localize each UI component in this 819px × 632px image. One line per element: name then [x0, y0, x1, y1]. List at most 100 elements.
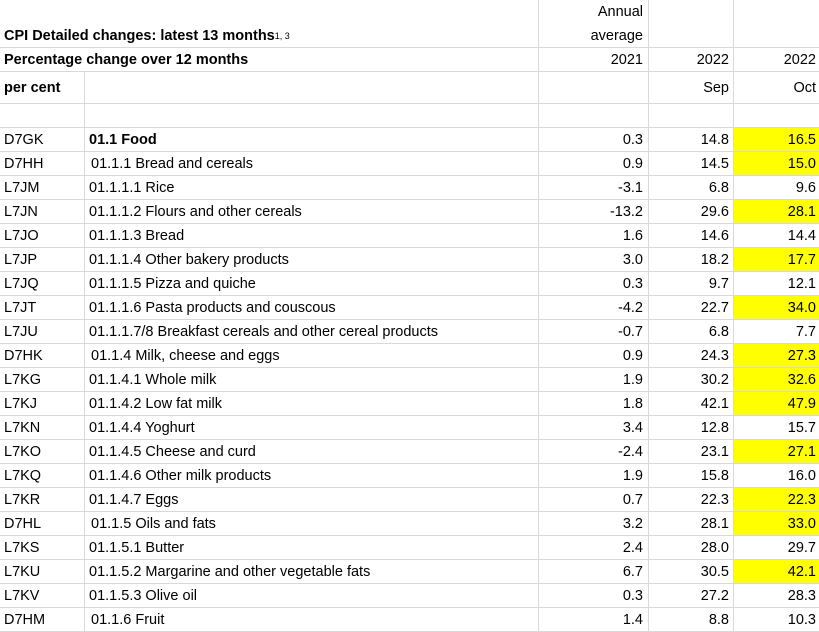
annual-value-cell[interactable]: -13.2	[539, 200, 649, 223]
oct-value-cell[interactable]: 27.3	[734, 344, 819, 367]
oct-value-cell[interactable]: 32.6	[734, 368, 819, 391]
cell-blank[interactable]	[539, 72, 649, 103]
cell-blank[interactable]	[734, 24, 819, 47]
description-cell[interactable]: 01.1.6 Fruit	[85, 608, 539, 631]
series-code-cell[interactable]: L7JT	[0, 296, 85, 319]
sep-value-cell[interactable]: 6.8	[649, 176, 734, 199]
sep-value-cell[interactable]: 30.5	[649, 560, 734, 583]
annual-value-cell[interactable]: 0.3	[539, 584, 649, 607]
series-code-cell[interactable]: L7KS	[0, 536, 85, 559]
oct-value-cell[interactable]: 17.7	[734, 248, 819, 271]
oct-value-cell[interactable]: 22.3	[734, 488, 819, 511]
annual-label-cell-2[interactable]: average	[539, 24, 649, 47]
annual-value-cell[interactable]: 3.2	[539, 512, 649, 535]
description-cell[interactable]: 01.1.1 Bread and cereals	[85, 152, 539, 175]
oct-value-cell[interactable]: 34.0	[734, 296, 819, 319]
month-cell-sep[interactable]: Sep	[649, 72, 734, 103]
sep-value-cell[interactable]: 24.3	[649, 344, 734, 367]
description-cell[interactable]: 01.1.4 Milk, cheese and eggs	[85, 344, 539, 367]
sep-value-cell[interactable]: 27.2	[649, 584, 734, 607]
description-cell[interactable]: 01.1.4.4 Yoghurt	[85, 416, 539, 439]
annual-value-cell[interactable]: 1.9	[539, 368, 649, 391]
annual-value-cell[interactable]: -3.1	[539, 176, 649, 199]
month-cell-oct[interactable]: Oct	[734, 72, 819, 103]
series-code-cell[interactable]: D7HL	[0, 512, 85, 535]
annual-value-cell[interactable]: 0.3	[539, 272, 649, 295]
sep-value-cell[interactable]: 22.3	[649, 488, 734, 511]
annual-value-cell[interactable]: 1.8	[539, 392, 649, 415]
cell-blank[interactable]	[85, 72, 539, 103]
description-cell[interactable]: 01.1.4.1 Whole milk	[85, 368, 539, 391]
sep-value-cell[interactable]: 18.2	[649, 248, 734, 271]
series-code-cell[interactable]: L7KQ	[0, 464, 85, 487]
cell-blank[interactable]	[0, 0, 85, 24]
sep-value-cell[interactable]: 29.6	[649, 200, 734, 223]
series-code-cell[interactable]: D7GK	[0, 128, 85, 151]
sep-value-cell[interactable]: 22.7	[649, 296, 734, 319]
oct-value-cell[interactable]: 9.6	[734, 176, 819, 199]
sep-value-cell[interactable]: 14.6	[649, 224, 734, 247]
description-cell[interactable]: 01.1.5.1 Butter	[85, 536, 539, 559]
annual-value-cell[interactable]: -2.4	[539, 440, 649, 463]
annual-value-cell[interactable]: -4.2	[539, 296, 649, 319]
year-cell-annual[interactable]: 2021	[539, 48, 649, 71]
annual-value-cell[interactable]: 1.9	[539, 464, 649, 487]
sep-value-cell[interactable]: 23.1	[649, 440, 734, 463]
annual-value-cell[interactable]: 2.4	[539, 536, 649, 559]
description-cell[interactable]: 01.1.5 Oils and fats	[85, 512, 539, 535]
series-code-cell[interactable]: L7JP	[0, 248, 85, 271]
annual-value-cell[interactable]: 1.6	[539, 224, 649, 247]
oct-value-cell[interactable]: 33.0	[734, 512, 819, 535]
annual-value-cell[interactable]: 6.7	[539, 560, 649, 583]
series-code-cell[interactable]: L7JO	[0, 224, 85, 247]
oct-value-cell[interactable]: 28.1	[734, 200, 819, 223]
description-cell[interactable]: 01.1.1.5 Pizza and quiche	[85, 272, 539, 295]
sep-value-cell[interactable]: 28.1	[649, 512, 734, 535]
series-code-cell[interactable]: L7JN	[0, 200, 85, 223]
sep-value-cell[interactable]: 12.8	[649, 416, 734, 439]
sep-value-cell[interactable]: 42.1	[649, 392, 734, 415]
oct-value-cell[interactable]: 27.1	[734, 440, 819, 463]
annual-label-cell[interactable]: Annual	[539, 0, 649, 24]
description-cell[interactable]: 01.1.4.5 Cheese and curd	[85, 440, 539, 463]
description-cell[interactable]: 01.1.1.4 Other bakery products	[85, 248, 539, 271]
oct-value-cell[interactable]: 16.0	[734, 464, 819, 487]
oct-value-cell[interactable]: 29.7	[734, 536, 819, 559]
annual-value-cell[interactable]: -0.7	[539, 320, 649, 343]
cell-blank[interactable]	[0, 104, 85, 127]
sep-value-cell[interactable]: 28.0	[649, 536, 734, 559]
series-code-cell[interactable]: D7HM	[0, 608, 85, 631]
description-cell[interactable]: 01.1.4.7 Eggs	[85, 488, 539, 511]
description-cell[interactable]: 01.1.1.6 Pasta products and couscous	[85, 296, 539, 319]
oct-value-cell[interactable]: 47.9	[734, 392, 819, 415]
oct-value-cell[interactable]: 42.1	[734, 560, 819, 583]
series-code-cell[interactable]: D7HH	[0, 152, 85, 175]
series-code-cell[interactable]: L7KR	[0, 488, 85, 511]
annual-value-cell[interactable]: 3.4	[539, 416, 649, 439]
oct-value-cell[interactable]: 7.7	[734, 320, 819, 343]
series-code-cell[interactable]: L7KN	[0, 416, 85, 439]
series-code-cell[interactable]: L7JM	[0, 176, 85, 199]
sep-value-cell[interactable]: 15.8	[649, 464, 734, 487]
cell-blank[interactable]	[734, 104, 819, 127]
annual-value-cell[interactable]: 0.7	[539, 488, 649, 511]
description-cell[interactable]: 01.1.1.1 Rice	[85, 176, 539, 199]
description-cell[interactable]: 01.1 Food	[85, 128, 539, 151]
sep-value-cell[interactable]: 14.8	[649, 128, 734, 151]
series-code-cell[interactable]: L7KV	[0, 584, 85, 607]
description-cell[interactable]: 01.1.5.3 Olive oil	[85, 584, 539, 607]
sep-value-cell[interactable]: 30.2	[649, 368, 734, 391]
cell-blank[interactable]	[85, 0, 539, 24]
cell-blank[interactable]	[649, 0, 734, 24]
sep-value-cell[interactable]: 14.5	[649, 152, 734, 175]
unit-cell[interactable]: per cent	[0, 72, 85, 103]
annual-value-cell[interactable]: 1.4	[539, 608, 649, 631]
description-cell[interactable]: 01.1.1.2 Flours and other cereals	[85, 200, 539, 223]
series-code-cell[interactable]: L7KJ	[0, 392, 85, 415]
subtitle-cell[interactable]: Percentage change over 12 months	[0, 48, 539, 71]
annual-value-cell[interactable]: 0.9	[539, 152, 649, 175]
description-cell[interactable]: 01.1.4.6 Other milk products	[85, 464, 539, 487]
description-cell[interactable]: 01.1.1.7/8 Breakfast cereals and other c…	[85, 320, 539, 343]
series-code-cell[interactable]: L7JQ	[0, 272, 85, 295]
year-cell-oct[interactable]: 2022	[734, 48, 819, 71]
